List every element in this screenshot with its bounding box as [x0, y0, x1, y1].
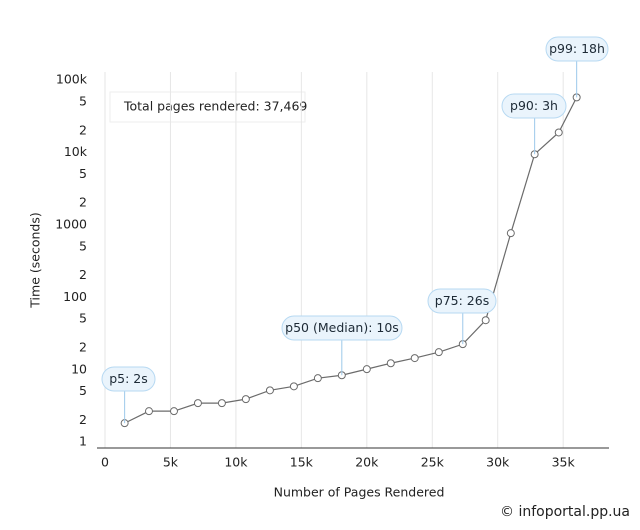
annotation-box: [427, 288, 497, 314]
y-tick-label: 1: [79, 434, 87, 449]
x-tick-label: 30k: [486, 455, 510, 470]
annotation: p90: 3h: [510, 98, 558, 113]
data-point: [241, 395, 250, 404]
y-tick-label: 10: [71, 361, 87, 376]
y-tick-label: 5: [79, 383, 87, 398]
y-tick-label: 5: [79, 311, 87, 326]
y-tick-label: 5: [79, 166, 87, 181]
data-point: [313, 374, 322, 383]
note: Total pages rendered: 37,469: [123, 99, 307, 114]
y-tick-label: 1000: [55, 217, 87, 232]
y-tick-label: 2: [79, 267, 87, 282]
data-point: [410, 354, 419, 363]
data-point: [217, 399, 226, 408]
y-axis-label: Time (seconds): [28, 212, 43, 308]
x-tick-label: 20k: [355, 455, 379, 470]
y-tick-label: 2: [79, 412, 87, 427]
data-point: [386, 359, 395, 368]
annotation: p5: 2s: [109, 371, 148, 386]
y-tick-label: 2: [79, 339, 87, 354]
y-tick-label: 5: [79, 94, 87, 109]
x-tick-label: 5k: [163, 455, 179, 470]
data-point: [362, 365, 371, 374]
annotation-box: [501, 93, 567, 119]
data-point: [193, 399, 202, 408]
data-point: [289, 382, 298, 391]
data-point: [169, 407, 178, 416]
data-point: [506, 229, 515, 238]
x-tick-label: 0: [101, 455, 109, 470]
y-tick-label: 2: [79, 195, 87, 210]
note-box: [109, 91, 306, 123]
y-tick-label: 100k: [56, 72, 88, 87]
data-point: [554, 128, 563, 137]
annotation: p99: 18h: [549, 41, 605, 56]
data-point: [481, 316, 490, 325]
annotation: p75: 26s: [435, 293, 489, 308]
y-tick-label: 5: [79, 238, 87, 253]
x-tick-label: 15k: [290, 455, 314, 470]
annotation: p50 (Median): 10s: [285, 320, 399, 335]
annotation-box: [281, 315, 403, 341]
data-point: [144, 407, 153, 416]
data-point: [434, 348, 443, 357]
x-tick-label: 25k: [421, 455, 445, 470]
x-axis-label: Number of Pages Rendered: [274, 485, 445, 500]
annotation-box: [101, 366, 156, 392]
y-tick-label: 100: [63, 289, 87, 304]
y-tick-label: 10k: [64, 144, 88, 159]
y-tick-label: 2: [79, 122, 87, 137]
watermark: © infoportal.pp.ua: [500, 504, 630, 520]
x-tick-label: 10k: [224, 455, 248, 470]
data-point: [265, 386, 274, 395]
annotation-box: [545, 36, 609, 62]
x-tick-label: 35k: [552, 455, 576, 470]
